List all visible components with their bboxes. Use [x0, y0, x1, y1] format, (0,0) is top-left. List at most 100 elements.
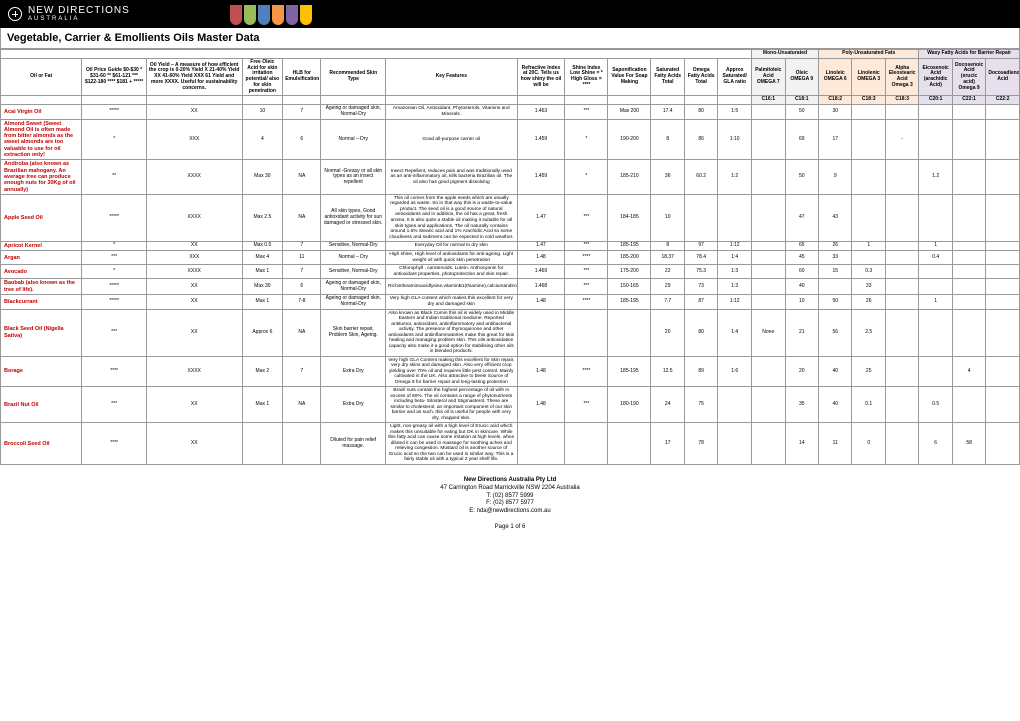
cell-palm — [752, 105, 785, 120]
cell-sfa: 29 — [651, 279, 684, 295]
cell-hlb: 6 — [283, 279, 321, 295]
cell-eico — [919, 309, 952, 356]
code-feat — [386, 96, 518, 105]
cell-lino: 11 — [819, 423, 852, 465]
col-ofa: Omega Fatty Acids Total — [684, 58, 717, 96]
cell-doco — [952, 105, 985, 120]
cell-ofa: 75 — [684, 387, 717, 423]
cell-ofa: 78 — [684, 423, 717, 465]
cell-hlb: NA — [283, 309, 321, 356]
cell-shine: *** — [565, 265, 608, 279]
cell-feat: Amazonian Oil, Antioxidant, Phytosterols… — [386, 105, 518, 120]
cell-ri: 1.48 — [517, 295, 565, 310]
cell-palm — [752, 251, 785, 265]
cell-name: Argan — [1, 251, 82, 265]
cell-oleic: Max 1 — [242, 295, 283, 310]
cell-ole: 45 — [785, 251, 819, 265]
code-palm: C16:1 — [752, 96, 785, 105]
brand-text-block: NEW DIRECTIONS AUSTRALIA — [28, 6, 130, 22]
col-doco: Docosenoic Acid (erucic acid) Omega 9 — [952, 58, 985, 96]
cell-skin: Sensitive, Normal-Dry — [321, 242, 386, 251]
cell-hlb: NA — [283, 387, 321, 423]
cell-feat: Good all-purpose carrier oil — [386, 119, 518, 160]
cell-ri — [517, 309, 565, 356]
cell-linol: 0.3 — [852, 265, 885, 279]
cell-oleic: Max 2 — [242, 356, 283, 387]
cell-ofa: 80 — [684, 309, 717, 356]
cell-docod — [986, 265, 1020, 279]
cell-skin: Skin barrier repair, Problem Skin, Agein… — [321, 309, 386, 356]
footer-addr: 47 Carrington Road Marrickville NSW 2204… — [0, 485, 1020, 493]
cell-yield: XX — [146, 242, 242, 251]
col-name: Oil or Fat — [1, 58, 82, 96]
code-ole: C18:1 — [785, 96, 819, 105]
code-ri — [517, 96, 565, 105]
footer-email: E: nda@newdirections.com.au — [0, 508, 1020, 516]
cell-shine: *** — [565, 242, 608, 251]
cell-sfa: 24 — [651, 387, 684, 423]
footer-fax: F: (02) 8577 5977 — [0, 500, 1020, 508]
cell-linol — [852, 194, 885, 241]
cell-ole: 50 — [785, 105, 819, 120]
cell-docod — [986, 387, 1020, 423]
cell-ole: 10 — [785, 295, 819, 310]
cell-hlb: 6 — [283, 119, 321, 160]
cell-linol: 25 — [852, 356, 885, 387]
cell-hlb: 11 — [283, 251, 321, 265]
cell-name: Andiroba (also known as Brazilian mahoga… — [1, 160, 82, 195]
cell-ole: 35 — [785, 387, 819, 423]
cell-alpha — [885, 194, 918, 241]
code-docod: C22:2 — [986, 96, 1020, 105]
cell-ri: 1.469 — [517, 265, 565, 279]
cell-price: * — [82, 119, 147, 160]
cell-hlb: 7 — [283, 356, 321, 387]
table-row: Apple Seed Oil*****XXXXMax 2.5NAAll skin… — [1, 194, 1020, 241]
cell-doco — [952, 279, 985, 295]
cell-lino: 33 — [819, 251, 852, 265]
cell-hlb — [283, 423, 321, 465]
cell-ratio: 1:12 — [718, 295, 752, 310]
table-row: Almond Sweet (Sweet Almond Oil is often … — [1, 119, 1020, 160]
cell-alpha — [885, 105, 918, 120]
cell-name: Acai Virgin Oil — [1, 105, 82, 120]
cell-alpha — [885, 265, 918, 279]
footer: New Directions Australia Pty Ltd 47 Carr… — [0, 477, 1020, 516]
cell-oleic: 4 — [242, 119, 283, 160]
cell-palm — [752, 423, 785, 465]
cell-name: Borage — [1, 356, 82, 387]
cell-price: ***** — [82, 295, 147, 310]
cell-ofa: 97 — [684, 242, 717, 251]
cell-linol: 33 — [852, 279, 885, 295]
cell-skin: Normal – Dry — [321, 119, 386, 160]
cell-shine — [565, 423, 608, 465]
cell-ri: 1.48 — [517, 387, 565, 423]
code-alpha: C18:3 — [885, 96, 918, 105]
cell-ofa: 60.2 — [684, 160, 717, 195]
cell-eico — [919, 265, 952, 279]
col-eico: Eicosenoic Acid (arachidic Acid) — [919, 58, 952, 96]
cell-ofa: 75.3 — [684, 265, 717, 279]
cell-alpha — [885, 251, 918, 265]
cell-eico: 0.5 — [919, 387, 952, 423]
cell-oleic: Max 1 — [242, 387, 283, 423]
cell-ratio: 1:5 — [718, 105, 752, 120]
cell-eico: 1 — [919, 242, 952, 251]
cell-oleic: Max 1 — [242, 265, 283, 279]
cell-sfa: 7.7 — [651, 295, 684, 310]
cell-feat: Also known as Black Cumin this oil is wi… — [386, 309, 518, 356]
col-alpha: Alpha Eleostearic Acid Omega 3 — [885, 58, 918, 96]
col-ole: Oleic OMEGA 9 — [785, 58, 819, 96]
cell-shine: **** — [565, 356, 608, 387]
cell-linol — [852, 119, 885, 160]
cell-ole: 20 — [785, 356, 819, 387]
code-doco: C22:1 — [952, 96, 985, 105]
cell-doco — [952, 251, 985, 265]
cell-sap — [608, 309, 651, 356]
cell-name: Almond Sweet (Sweet Almond Oil is often … — [1, 119, 82, 160]
cell-ri: 1.47 — [517, 242, 565, 251]
col-price: Oil Price Guide $0-$30 * $31-60 ** $61-1… — [82, 58, 147, 96]
code-linol: C18:3 — [852, 96, 885, 105]
col-lino: Linoleic OMEGA 6 — [819, 58, 852, 96]
cell-feat: This oil comes from the apple seeds whic… — [386, 194, 518, 241]
cell-name: Apricot Kernel — [1, 242, 82, 251]
